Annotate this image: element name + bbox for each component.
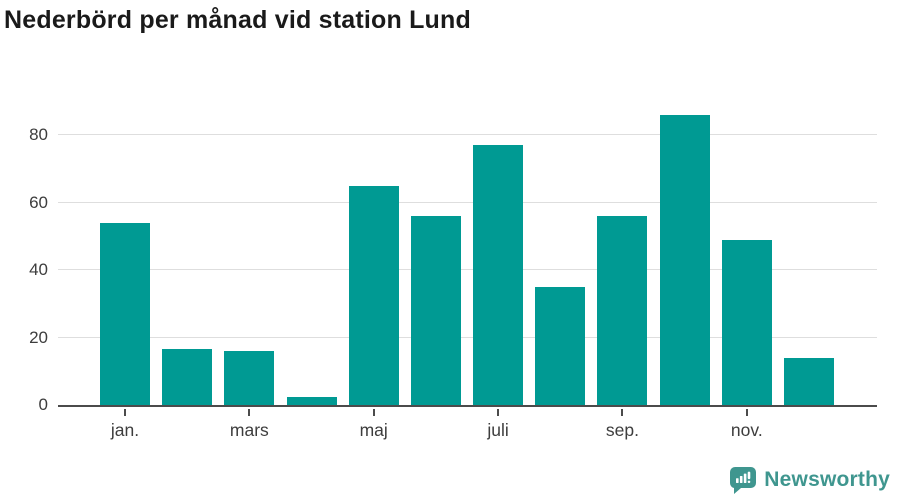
x-tick — [248, 409, 251, 416]
x-tick-label: juli — [487, 420, 509, 440]
x-tick — [372, 409, 375, 416]
x-tick-label: jan. — [110, 420, 140, 440]
exclamation-bar — [747, 471, 751, 480]
speech-bubble-shape — [730, 467, 757, 494]
newsworthy-branding[interactable]: Newsworthy — [729, 464, 890, 496]
bar — [410, 216, 461, 405]
newsworthy-logo-icon — [730, 467, 757, 494]
bar — [348, 185, 399, 405]
bar — [100, 222, 150, 405]
x-tick — [124, 409, 126, 416]
y-tick-label: 20 — [29, 327, 48, 347]
bar — [597, 216, 648, 405]
gridline — [58, 134, 877, 136]
x-tick-label: mars — [229, 420, 269, 440]
mini-bar-chart-glyph — [736, 471, 751, 483]
x-tick — [621, 409, 624, 416]
x-tick — [497, 409, 500, 416]
bar — [162, 349, 213, 405]
y-tick-label: 40 — [29, 260, 48, 280]
x-tick-label: maj — [359, 420, 388, 440]
gridline — [58, 201, 877, 203]
bar — [535, 286, 586, 405]
exclamation-dot — [747, 480, 751, 483]
bar — [224, 351, 275, 405]
gridline — [58, 269, 877, 271]
newsworthy-logo-text: Newsworthy — [764, 468, 890, 491]
gridline — [58, 336, 877, 338]
x-tick-label: nov. — [730, 420, 763, 440]
bar — [286, 397, 337, 405]
chart-title: Nederbörd per månad vid station Lund — [4, 6, 471, 34]
x-tick-label: sep. — [605, 420, 639, 440]
bar — [473, 145, 524, 405]
bar — [659, 114, 710, 405]
y-tick-label: 60 — [29, 192, 48, 212]
bar — [783, 357, 834, 405]
bar — [721, 239, 772, 405]
x-tick — [745, 409, 748, 416]
y-tick-label: 80 — [29, 125, 48, 145]
plot-area: 0 20 40 60 80 jan. mars maj juli sep. nov. — [29, 100, 877, 440]
y-tick-label: 0 — [38, 395, 48, 414]
